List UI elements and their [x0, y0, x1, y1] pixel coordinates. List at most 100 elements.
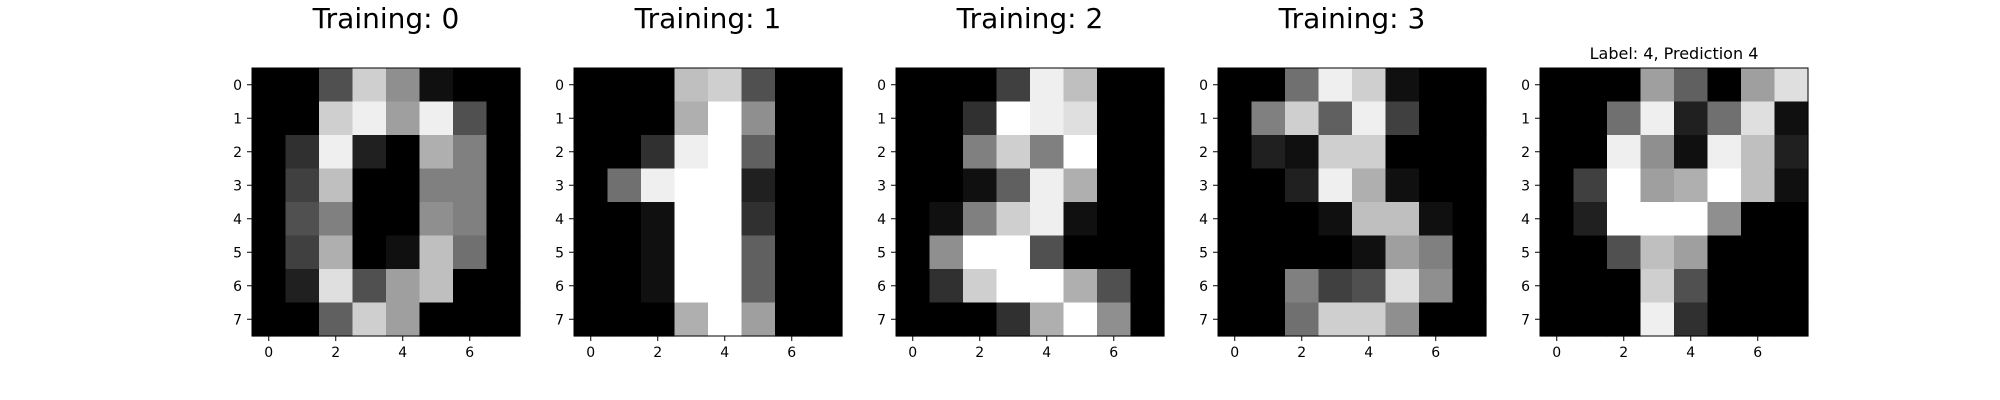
pixel-cell	[896, 135, 931, 170]
pixel-cell	[1640, 68, 1675, 103]
pixel-cell	[419, 302, 454, 337]
pixel-cell	[1674, 68, 1709, 103]
y-tick-label: 7	[1521, 312, 1530, 328]
y-tick-label: 1	[555, 111, 564, 127]
pixel-cell	[1097, 202, 1132, 237]
y-tick-label: 0	[233, 78, 242, 94]
pixel-cell	[1063, 269, 1098, 304]
y-tick-label: 4	[1521, 212, 1530, 228]
pixel-cell	[1741, 202, 1776, 237]
pixel-cell	[1030, 101, 1065, 136]
digit-panel-2: Training: 2 0 1 2 3 4 5 6 7 0 2 4 6	[877, 2, 1165, 361]
pixel-cell	[1674, 302, 1709, 337]
pixel-cell	[386, 269, 421, 304]
pixel-cell	[1385, 168, 1420, 203]
axes-frame	[573, 67, 843, 337]
pixel-cell	[1707, 68, 1742, 103]
pixel-cell	[1251, 168, 1286, 203]
y-tick-label: 4	[233, 212, 242, 228]
pixel-cell	[1097, 302, 1132, 337]
pixel-cell	[775, 168, 810, 203]
pixel-cell	[1774, 68, 1809, 103]
pixel-cell	[641, 235, 676, 270]
pixel-cell	[896, 101, 931, 136]
pixel-cell	[1218, 269, 1253, 304]
pixel-cell	[1452, 235, 1487, 270]
pixel-cell	[1707, 302, 1742, 337]
pixel-cell	[319, 235, 354, 270]
pixel-cell	[1285, 269, 1320, 304]
pixel-cell	[1540, 235, 1575, 270]
pixel-cell	[1573, 135, 1608, 170]
pixel-cell	[1063, 135, 1098, 170]
pixel-cell	[1385, 202, 1420, 237]
pixel-cell	[486, 101, 521, 136]
pixel-cell	[1452, 101, 1487, 136]
pixel-cell	[1540, 135, 1575, 170]
pixel-cell	[1741, 135, 1776, 170]
pixel-cell	[486, 269, 521, 304]
y-tick-label: 6	[555, 279, 564, 295]
pixel-cell	[419, 68, 454, 103]
pixel-cell	[252, 135, 287, 170]
y-tick-label: 1	[1521, 111, 1530, 127]
pixel-cell	[708, 68, 743, 103]
pixel-cell	[1607, 168, 1642, 203]
pixel-cell	[285, 68, 320, 103]
pixel-cell	[1130, 101, 1165, 136]
pixel-cell	[285, 101, 320, 136]
pixel-cell	[963, 202, 998, 237]
pixel-cell	[252, 269, 287, 304]
pixel-cell	[1251, 68, 1286, 103]
pixel-cell	[1674, 168, 1709, 203]
pixel-cell	[1063, 168, 1098, 203]
pixel-cell	[319, 202, 354, 237]
pixel-cell	[1030, 68, 1065, 103]
pixel-cell	[1741, 68, 1776, 103]
y-tick-label: 2	[877, 145, 886, 161]
pixel-cell	[1607, 101, 1642, 136]
pixel-cell	[1218, 235, 1253, 270]
pixel-cell	[1063, 235, 1098, 270]
x-tick-label: 0	[1552, 345, 1561, 361]
pixel-cell	[319, 302, 354, 337]
pixel-cell	[1030, 269, 1065, 304]
pixel-cell	[1218, 68, 1253, 103]
y-tick-label: 1	[233, 111, 242, 127]
pixel-cell	[285, 269, 320, 304]
pixel-cell	[285, 202, 320, 237]
pixel-cell	[319, 269, 354, 304]
pixel-cell	[1251, 101, 1286, 136]
pixel-cell	[1452, 135, 1487, 170]
x-tick-label: 2	[653, 345, 662, 361]
pixel-cell	[1674, 101, 1709, 136]
pixel-cell	[1352, 68, 1387, 103]
pixel-cell	[808, 269, 843, 304]
pixel-cell	[674, 68, 709, 103]
pixel-cell	[1419, 135, 1454, 170]
pixel-cell	[708, 202, 743, 237]
pixel-cell	[1318, 101, 1353, 136]
pixel-cell	[674, 101, 709, 136]
pixel-cell	[1352, 168, 1387, 203]
pixel-cell	[607, 302, 642, 337]
pixel-cell	[1607, 302, 1642, 337]
pixel-cell	[708, 302, 743, 337]
pixel-cell	[574, 302, 609, 337]
pixel-cell	[996, 101, 1031, 136]
pixel-cell	[1385, 302, 1420, 337]
pixel-cell	[319, 135, 354, 170]
pixel-cell	[1030, 302, 1065, 337]
pixel-cell	[896, 202, 931, 237]
pixel-cell	[1385, 235, 1420, 270]
pixel-cell	[285, 135, 320, 170]
pixel-cell	[996, 68, 1031, 103]
y-tick-label: 0	[877, 78, 886, 94]
pixel-cell	[1218, 168, 1253, 203]
pixel-cell	[1573, 202, 1608, 237]
pixel-cell	[1318, 202, 1353, 237]
pixel-cell	[1607, 135, 1642, 170]
pixel-cell	[1218, 202, 1253, 237]
pixel-cell	[486, 68, 521, 103]
x-tick-label: 2	[331, 345, 340, 361]
